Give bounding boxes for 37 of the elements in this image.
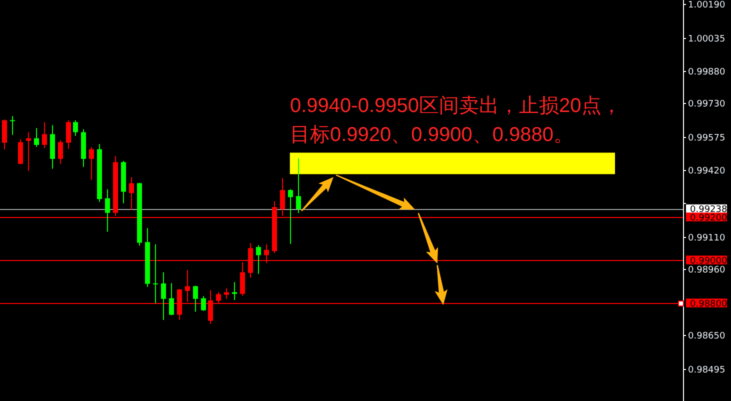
ref-line-label: 0.99000 (690, 256, 728, 266)
candlestick (66, 120, 71, 150)
candlestick (153, 244, 158, 304)
candlestick (256, 244, 261, 274)
annotation: 目标0.9920、0.9900、0.9880。 (290, 124, 574, 146)
candlestick (58, 140, 63, 164)
y-tick-label: 0.98650 (688, 332, 726, 342)
y-tick-label: 0.99420 (688, 166, 726, 177)
candlestick (89, 146, 94, 180)
y-tick-label: 0.99575 (688, 134, 726, 144)
candlestick (232, 282, 237, 300)
candlestick (296, 158, 301, 214)
candlestick (288, 188, 293, 244)
y-tick-label: 1.00035 (688, 34, 726, 45)
candlestick (161, 272, 166, 320)
candlestick (42, 122, 47, 149)
annotation: 0.9940-0.9950区间卖出，止损20点， (290, 95, 622, 117)
y-tick-label: 0.99730 (688, 100, 726, 110)
y-tick-label: 0.99110 (688, 234, 726, 244)
candlestick (201, 296, 206, 312)
candlestick (129, 176, 134, 210)
candlestick (193, 285, 198, 312)
candlestick (34, 128, 39, 148)
y-tick-label: 0.98495 (688, 366, 726, 376)
candlestick (10, 116, 15, 136)
candlestick (224, 288, 229, 300)
candlestick (169, 282, 174, 316)
y-tick-label: 0.99880 (688, 68, 726, 78)
candlestick (26, 132, 31, 172)
ref-line-label: 0.98800 (690, 299, 728, 310)
candlestick (2, 119, 7, 150)
y-tick-label: 0.98960 (688, 266, 726, 276)
y-tick-label: 1.00190 (688, 0, 726, 11)
candlestick (105, 188, 110, 232)
candlestick (18, 139, 23, 165)
candlestick (73, 120, 78, 136)
ref-line-label: 0.99200 (690, 213, 728, 224)
